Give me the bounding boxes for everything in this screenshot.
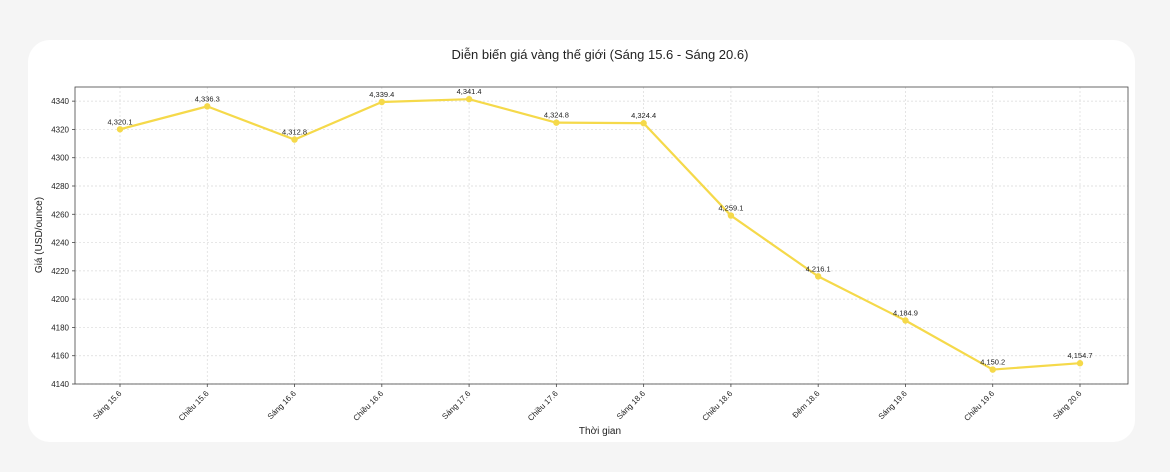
data-label: 4,341.4 [457, 87, 482, 96]
chart-card [28, 40, 1135, 442]
y-axis: 4140 4160 4180 4200 4220 4240 4260 4280 4300 4320… [51, 97, 75, 389]
data-label: 4,324.8 [544, 111, 569, 120]
data-point [291, 136, 298, 143]
data-label: 4,216.1 [806, 264, 831, 273]
x-tick-label: Sáng 17.6 [440, 389, 473, 422]
data-point [116, 126, 124, 133]
data-point [989, 366, 996, 373]
x-tick-label: Sáng 20.6 [1051, 389, 1084, 422]
x-tick-label: Sáng 19.6 [877, 389, 910, 422]
data-label: 4,339.4 [369, 90, 394, 99]
data-points [116, 95, 1084, 373]
data-point [465, 95, 473, 103]
data-labels: 4,320.1 4,336.3 4,312.8 4,339.4 4,341.4 4,324… [107, 87, 1092, 366]
x-tick-label: Đêm 18.6 [791, 389, 822, 420]
data-label: 4,259.1 [718, 204, 743, 213]
x-tick-label: Chiều 17.6 [526, 389, 560, 423]
y-tick-label: 4340 [51, 97, 69, 106]
data-point [640, 120, 647, 127]
data-label: 4,324.4 [631, 111, 656, 120]
x-tick-label: Chiều 15.6 [177, 389, 211, 423]
y-tick-label: 4180 [51, 323, 69, 332]
data-label: 4,154.7 [1067, 351, 1092, 360]
data-point [378, 98, 386, 106]
x-tick-label: Sáng 15.6 [91, 389, 124, 422]
chart-title: Diễn biến giá vàng thế giới (Sáng 15.6 -… [452, 47, 749, 62]
y-axis-label: Giá (USD/ounce) [34, 197, 45, 273]
x-tick-label: Chiều 19.6 [962, 389, 996, 423]
data-point [553, 119, 560, 126]
data-label: 4,336.3 [195, 94, 220, 103]
y-tick-label: 4140 [51, 380, 69, 389]
data-label: 4,184.9 [893, 308, 918, 317]
y-tick-label: 4160 [51, 352, 69, 361]
x-tick-label: Chiều 18.6 [701, 389, 735, 423]
data-point [727, 212, 735, 219]
data-label: 4,312.8 [282, 128, 307, 137]
x-axis: Sáng 15.6 Chiều 15.6 Sáng 16.6 Chiều 16.6 Sá… [91, 384, 1084, 423]
data-point [204, 103, 211, 110]
x-axis-label: Thời gian [579, 426, 621, 437]
x-tick-label: Chiều 16.6 [352, 389, 386, 423]
data-point [1076, 360, 1084, 367]
data-label: 4,320.1 [107, 117, 132, 126]
data-point [814, 273, 822, 280]
x-tick-label: Sáng 16.6 [266, 389, 299, 422]
y-tick-label: 4200 [51, 295, 69, 304]
series-line [119, 98, 1081, 371]
plot-frame [74, 86, 1129, 385]
y-tick-label: 4220 [51, 267, 69, 276]
y-tick-label: 4300 [51, 154, 69, 163]
y-tick-label: 4240 [51, 239, 69, 248]
y-tick-label: 4320 [51, 125, 69, 134]
grid [75, 87, 1128, 385]
x-tick-label: Sáng 18.6 [615, 389, 648, 422]
data-point [902, 317, 909, 324]
data-label: 4,150.2 [980, 358, 1005, 367]
y-tick-label: 4280 [51, 182, 69, 191]
y-tick-label: 4260 [51, 210, 69, 219]
